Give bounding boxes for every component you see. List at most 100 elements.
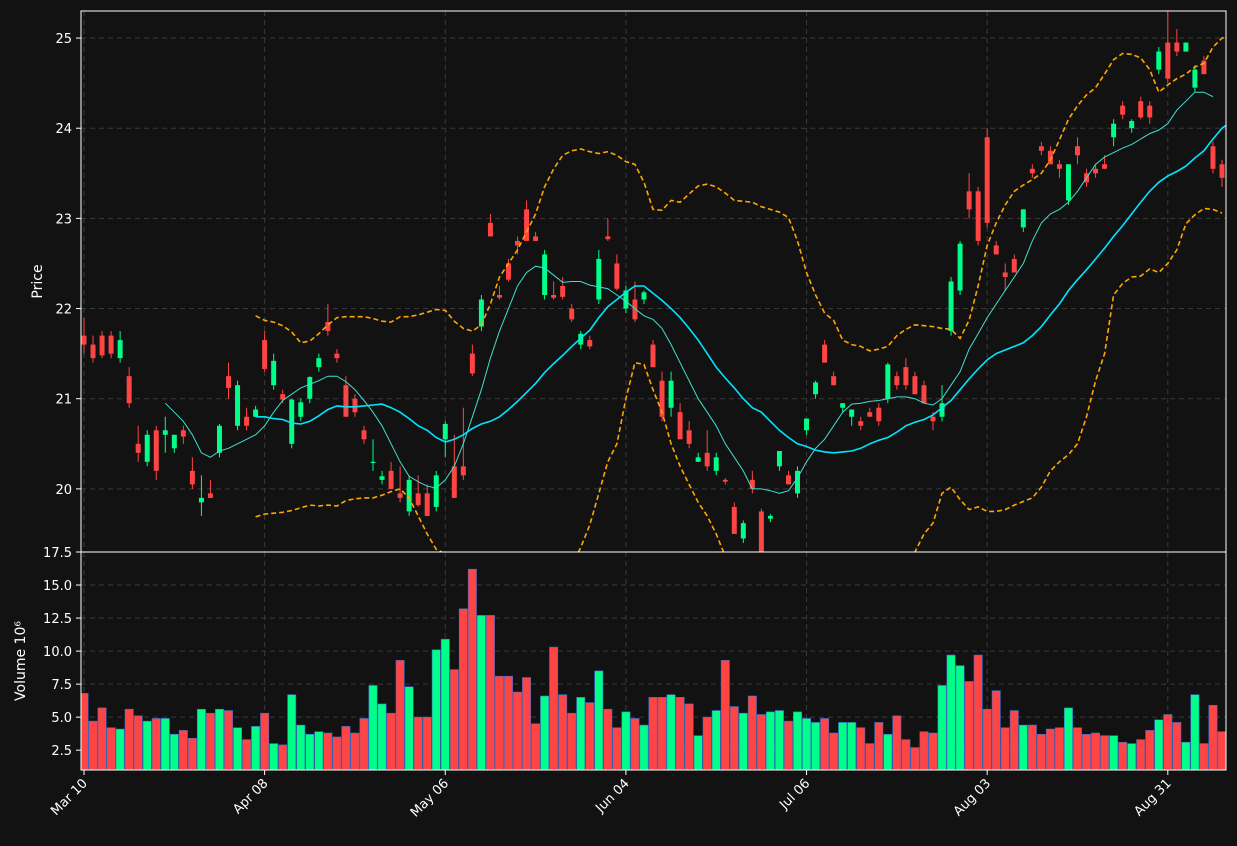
volume-bar bbox=[1091, 732, 1101, 770]
price-y-tick-label: 25 bbox=[55, 32, 72, 47]
volume-bar bbox=[187, 737, 197, 770]
candle-up bbox=[1183, 42, 1189, 52]
candle-up bbox=[1156, 51, 1162, 70]
price-panel-frame bbox=[80, 10, 1227, 553]
candle-down bbox=[460, 466, 466, 476]
candle-down bbox=[930, 416, 936, 422]
volume-bar bbox=[260, 712, 270, 770]
volume-bar bbox=[178, 730, 188, 770]
candle-down bbox=[650, 344, 656, 368]
volume-bar bbox=[1100, 735, 1110, 770]
candle-down bbox=[858, 421, 864, 426]
volume-bar bbox=[540, 695, 550, 770]
candle-down bbox=[424, 493, 430, 516]
indicator-lines bbox=[164, 36, 1226, 552]
volume-bar bbox=[242, 739, 252, 770]
candle-down bbox=[785, 475, 791, 485]
x-tick-label: Aug 03 bbox=[951, 776, 994, 819]
candle-up bbox=[1129, 121, 1135, 129]
x-tick-label: Jul 06 bbox=[776, 776, 813, 813]
x-tick-label: Jun 04 bbox=[592, 776, 632, 816]
volume-bar bbox=[558, 694, 568, 770]
volume-bar bbox=[630, 718, 640, 770]
volume-bar bbox=[756, 714, 766, 770]
volume-y-tick-label: 7.5 bbox=[51, 678, 72, 693]
candle-down bbox=[1038, 146, 1044, 151]
candle-down bbox=[361, 430, 367, 440]
candle-down bbox=[325, 322, 331, 332]
candle-up bbox=[713, 457, 719, 471]
volume-bar bbox=[973, 654, 983, 770]
volume-bar bbox=[675, 697, 685, 770]
volume-bar bbox=[1181, 741, 1191, 770]
volume-bar bbox=[1109, 735, 1119, 770]
volume-bar bbox=[386, 712, 396, 770]
candle-down bbox=[831, 376, 837, 386]
candle-down bbox=[207, 493, 213, 498]
candle-down bbox=[262, 340, 268, 369]
candle-up bbox=[695, 457, 701, 462]
candle-down bbox=[569, 308, 575, 320]
volume-bar bbox=[955, 665, 965, 770]
candle-down bbox=[226, 376, 231, 388]
volume-bar bbox=[1136, 739, 1146, 770]
volume-bar bbox=[946, 654, 956, 770]
volume-bar bbox=[829, 732, 839, 770]
candle-up bbox=[939, 403, 945, 417]
candle-down bbox=[1138, 101, 1144, 118]
volume-bar bbox=[657, 697, 667, 770]
volume-bar bbox=[594, 670, 604, 770]
candle-down bbox=[921, 385, 927, 404]
volume-bar bbox=[251, 726, 261, 770]
volume-bar bbox=[332, 736, 342, 770]
volume-bar bbox=[413, 716, 423, 770]
candle-down bbox=[731, 506, 737, 534]
volume-bar bbox=[1217, 731, 1226, 770]
volume-bar bbox=[485, 615, 495, 770]
volume-bar bbox=[1127, 743, 1137, 770]
candle-up bbox=[740, 523, 746, 539]
volume-y-tick-label: 12.5 bbox=[43, 612, 72, 627]
volume-y-tick-label: 10.0 bbox=[43, 645, 72, 660]
candle-down bbox=[1011, 258, 1017, 273]
price-y-tick-label: 23 bbox=[55, 212, 72, 227]
candle-up bbox=[216, 425, 222, 453]
candle-up bbox=[623, 290, 629, 309]
candle-down bbox=[984, 137, 990, 223]
volume-bar bbox=[811, 722, 821, 770]
candle-down bbox=[1002, 272, 1008, 277]
candle-down bbox=[126, 376, 132, 404]
volume-bar bbox=[88, 720, 98, 770]
volume-bar bbox=[169, 734, 179, 770]
candle-down bbox=[108, 335, 114, 354]
volume-bar bbox=[296, 724, 306, 770]
candle-down bbox=[749, 479, 755, 489]
candle-down bbox=[1201, 60, 1207, 75]
volume-bar bbox=[639, 724, 649, 770]
volume-y-tick-label: 17.5 bbox=[43, 546, 72, 561]
volume-bar bbox=[720, 660, 730, 770]
candle-up bbox=[379, 476, 385, 480]
candle-up bbox=[253, 409, 259, 417]
volume-bar bbox=[522, 677, 532, 770]
volume-bar bbox=[513, 691, 522, 770]
candle-up bbox=[1111, 123, 1117, 138]
candles bbox=[81, 11, 1225, 552]
candle-down bbox=[677, 412, 683, 440]
volume-bar bbox=[1172, 722, 1182, 770]
volume-bar bbox=[422, 716, 432, 770]
volume-bar bbox=[476, 615, 486, 770]
volume-bar bbox=[224, 710, 233, 770]
volume-bar bbox=[612, 727, 622, 770]
candle-up bbox=[171, 434, 177, 449]
x-tick-label: Apr 08 bbox=[230, 776, 271, 817]
volume-bar bbox=[874, 722, 884, 770]
volume-bar bbox=[458, 608, 468, 770]
candle-up bbox=[433, 475, 439, 507]
candle-down bbox=[704, 452, 710, 467]
candle-up bbox=[144, 434, 150, 462]
candle-up bbox=[849, 409, 855, 417]
lower-band-line bbox=[255, 207, 1223, 552]
candle-up bbox=[271, 360, 277, 386]
volume-bar bbox=[97, 707, 107, 770]
